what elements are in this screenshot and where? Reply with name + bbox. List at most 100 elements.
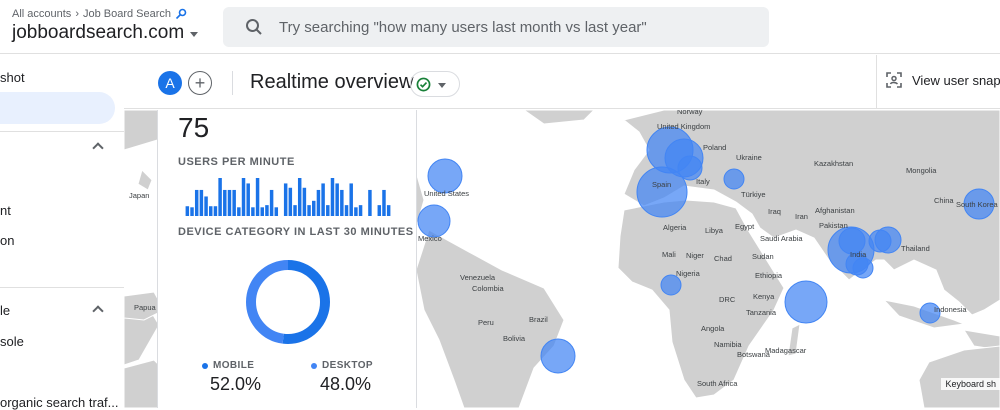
country-label: Angola [701, 324, 725, 333]
user-location-bubble[interactable] [427, 158, 463, 194]
minute-bar[interactable] [274, 207, 279, 216]
minute-bar[interactable] [237, 207, 241, 216]
minute-bar[interactable] [269, 189, 274, 216]
country-label: Ukraine [736, 153, 762, 162]
minute-bar[interactable] [340, 189, 344, 216]
minute-bar[interactable] [349, 183, 353, 216]
country-label: Ethiopia [755, 271, 783, 280]
country-label: United States [424, 189, 469, 198]
users-per-minute-label: USERS PER MINUTE [178, 156, 295, 168]
snapshot-icon [886, 72, 902, 88]
minute-bar[interactable] [326, 205, 330, 216]
minute-bar[interactable] [185, 206, 190, 216]
country-label: Saudi Arabia [760, 234, 803, 243]
minute-bar[interactable] [260, 207, 264, 216]
minute-bar[interactable] [227, 189, 232, 216]
minute-bar[interactable] [293, 205, 297, 216]
user-location-bubble[interactable] [845, 252, 869, 276]
minute-bar[interactable] [312, 200, 316, 216]
minute-bar[interactable] [218, 178, 222, 216]
minute-bar[interactable] [209, 206, 213, 216]
sidebar-item-snapshot[interactable]: shot [0, 70, 25, 85]
country-label: Japan [129, 191, 149, 200]
chevron-up-icon[interactable] [92, 142, 104, 154]
minute-bar[interactable] [335, 183, 339, 216]
user-location-bubble[interactable] [919, 302, 941, 324]
minute-bar[interactable] [302, 187, 307, 216]
device-donut-chart[interactable] [244, 258, 332, 346]
minute-bar[interactable] [330, 178, 335, 216]
user-location-bubble[interactable] [636, 166, 688, 218]
country-label: Colombia [472, 284, 505, 293]
country-label: Türkiye [741, 190, 766, 199]
minute-bar[interactable] [354, 207, 358, 216]
country-label: Papua [134, 303, 157, 312]
donut-slice-desktop[interactable] [246, 260, 330, 344]
minute-bar[interactable] [246, 183, 250, 216]
property-selector[interactable]: jobboardsearch.com [12, 22, 199, 44]
minute-bar[interactable] [307, 205, 311, 216]
minute-bar[interactable] [377, 205, 382, 216]
minute-bar[interactable] [344, 205, 349, 216]
minute-bar[interactable] [265, 205, 269, 216]
view-user-snapshot-button[interactable]: View user snap [886, 72, 1000, 88]
country-label: Norway [677, 110, 703, 116]
sidebar-item-organic-search-traffic[interactable]: organic search traf... [0, 395, 119, 410]
country-label: Poland [703, 143, 726, 152]
caret-down-icon [190, 31, 199, 37]
minute-bar[interactable] [241, 178, 246, 216]
users-per-minute-chart[interactable] [185, 176, 391, 216]
country-label: Spain [652, 180, 671, 189]
user-location-bubble[interactable] [540, 338, 576, 374]
sidebar-item-realtime-active[interactable] [0, 92, 115, 124]
minute-bar[interactable] [232, 189, 236, 216]
sidebar-item-retention[interactable]: on [0, 233, 15, 248]
breadcrumb-separator: › [75, 8, 79, 20]
minute-bar[interactable] [358, 205, 363, 216]
user-location-bubble[interactable] [723, 168, 745, 190]
minute-bar[interactable] [297, 178, 302, 216]
minute-bar[interactable] [368, 189, 372, 216]
minute-bar[interactable] [223, 189, 227, 216]
country-label: Botswana [737, 350, 771, 359]
legend-desktop: DESKTOP [311, 360, 373, 371]
comparison-avatar[interactable]: A [158, 71, 182, 95]
world-map[interactable]: Norway United Kingdom Poland Ukraine Kazakhs… [124, 110, 1000, 408]
minute-bar[interactable] [199, 189, 204, 216]
minute-bar[interactable] [386, 205, 391, 216]
user-location-bubble[interactable] [677, 155, 703, 181]
minute-bar[interactable] [204, 196, 208, 216]
user-location-bubble[interactable] [963, 188, 995, 220]
add-comparison-button[interactable]: + [188, 71, 212, 95]
minute-bar[interactable] [190, 207, 194, 216]
chevron-up-icon[interactable] [92, 305, 104, 317]
search-input[interactable] [279, 18, 739, 36]
user-location-bubble[interactable] [417, 204, 451, 238]
sidebar-item-engagement[interactable]: nt [0, 203, 11, 218]
minute-bar[interactable] [316, 189, 321, 216]
country-label: India [850, 250, 867, 259]
sidebar-item-search-console[interactable]: sole [0, 334, 24, 349]
user-location-bubble[interactable] [874, 226, 902, 254]
breadcrumb-account[interactable]: Job Board Search [82, 8, 172, 20]
minute-bar[interactable] [194, 189, 199, 216]
minute-bar[interactable] [255, 178, 260, 216]
user-location-bubble[interactable] [784, 280, 828, 324]
minute-bar[interactable] [288, 187, 293, 216]
country-label: China [934, 196, 954, 205]
desktop-label: DESKTOP [322, 360, 373, 371]
view-user-snapshot-label: View user snap [912, 72, 1000, 88]
minute-bar[interactable] [213, 206, 218, 216]
status-dropdown[interactable] [410, 71, 460, 97]
sidebar-item-collection[interactable]: le [0, 303, 11, 318]
minute-bar[interactable] [283, 183, 288, 216]
keyboard-shortcuts-link[interactable]: Keyboard sh [941, 378, 1000, 390]
user-location-bubble[interactable] [660, 274, 682, 296]
country-label: Mongolia [906, 166, 937, 175]
breadcrumb-all-accounts[interactable]: All accounts [12, 8, 72, 20]
minute-bar[interactable] [321, 183, 325, 216]
users-count: 75 [178, 112, 210, 143]
search-bar[interactable] [223, 7, 769, 47]
minute-bar[interactable] [251, 207, 255, 216]
minute-bar[interactable] [382, 189, 386, 216]
